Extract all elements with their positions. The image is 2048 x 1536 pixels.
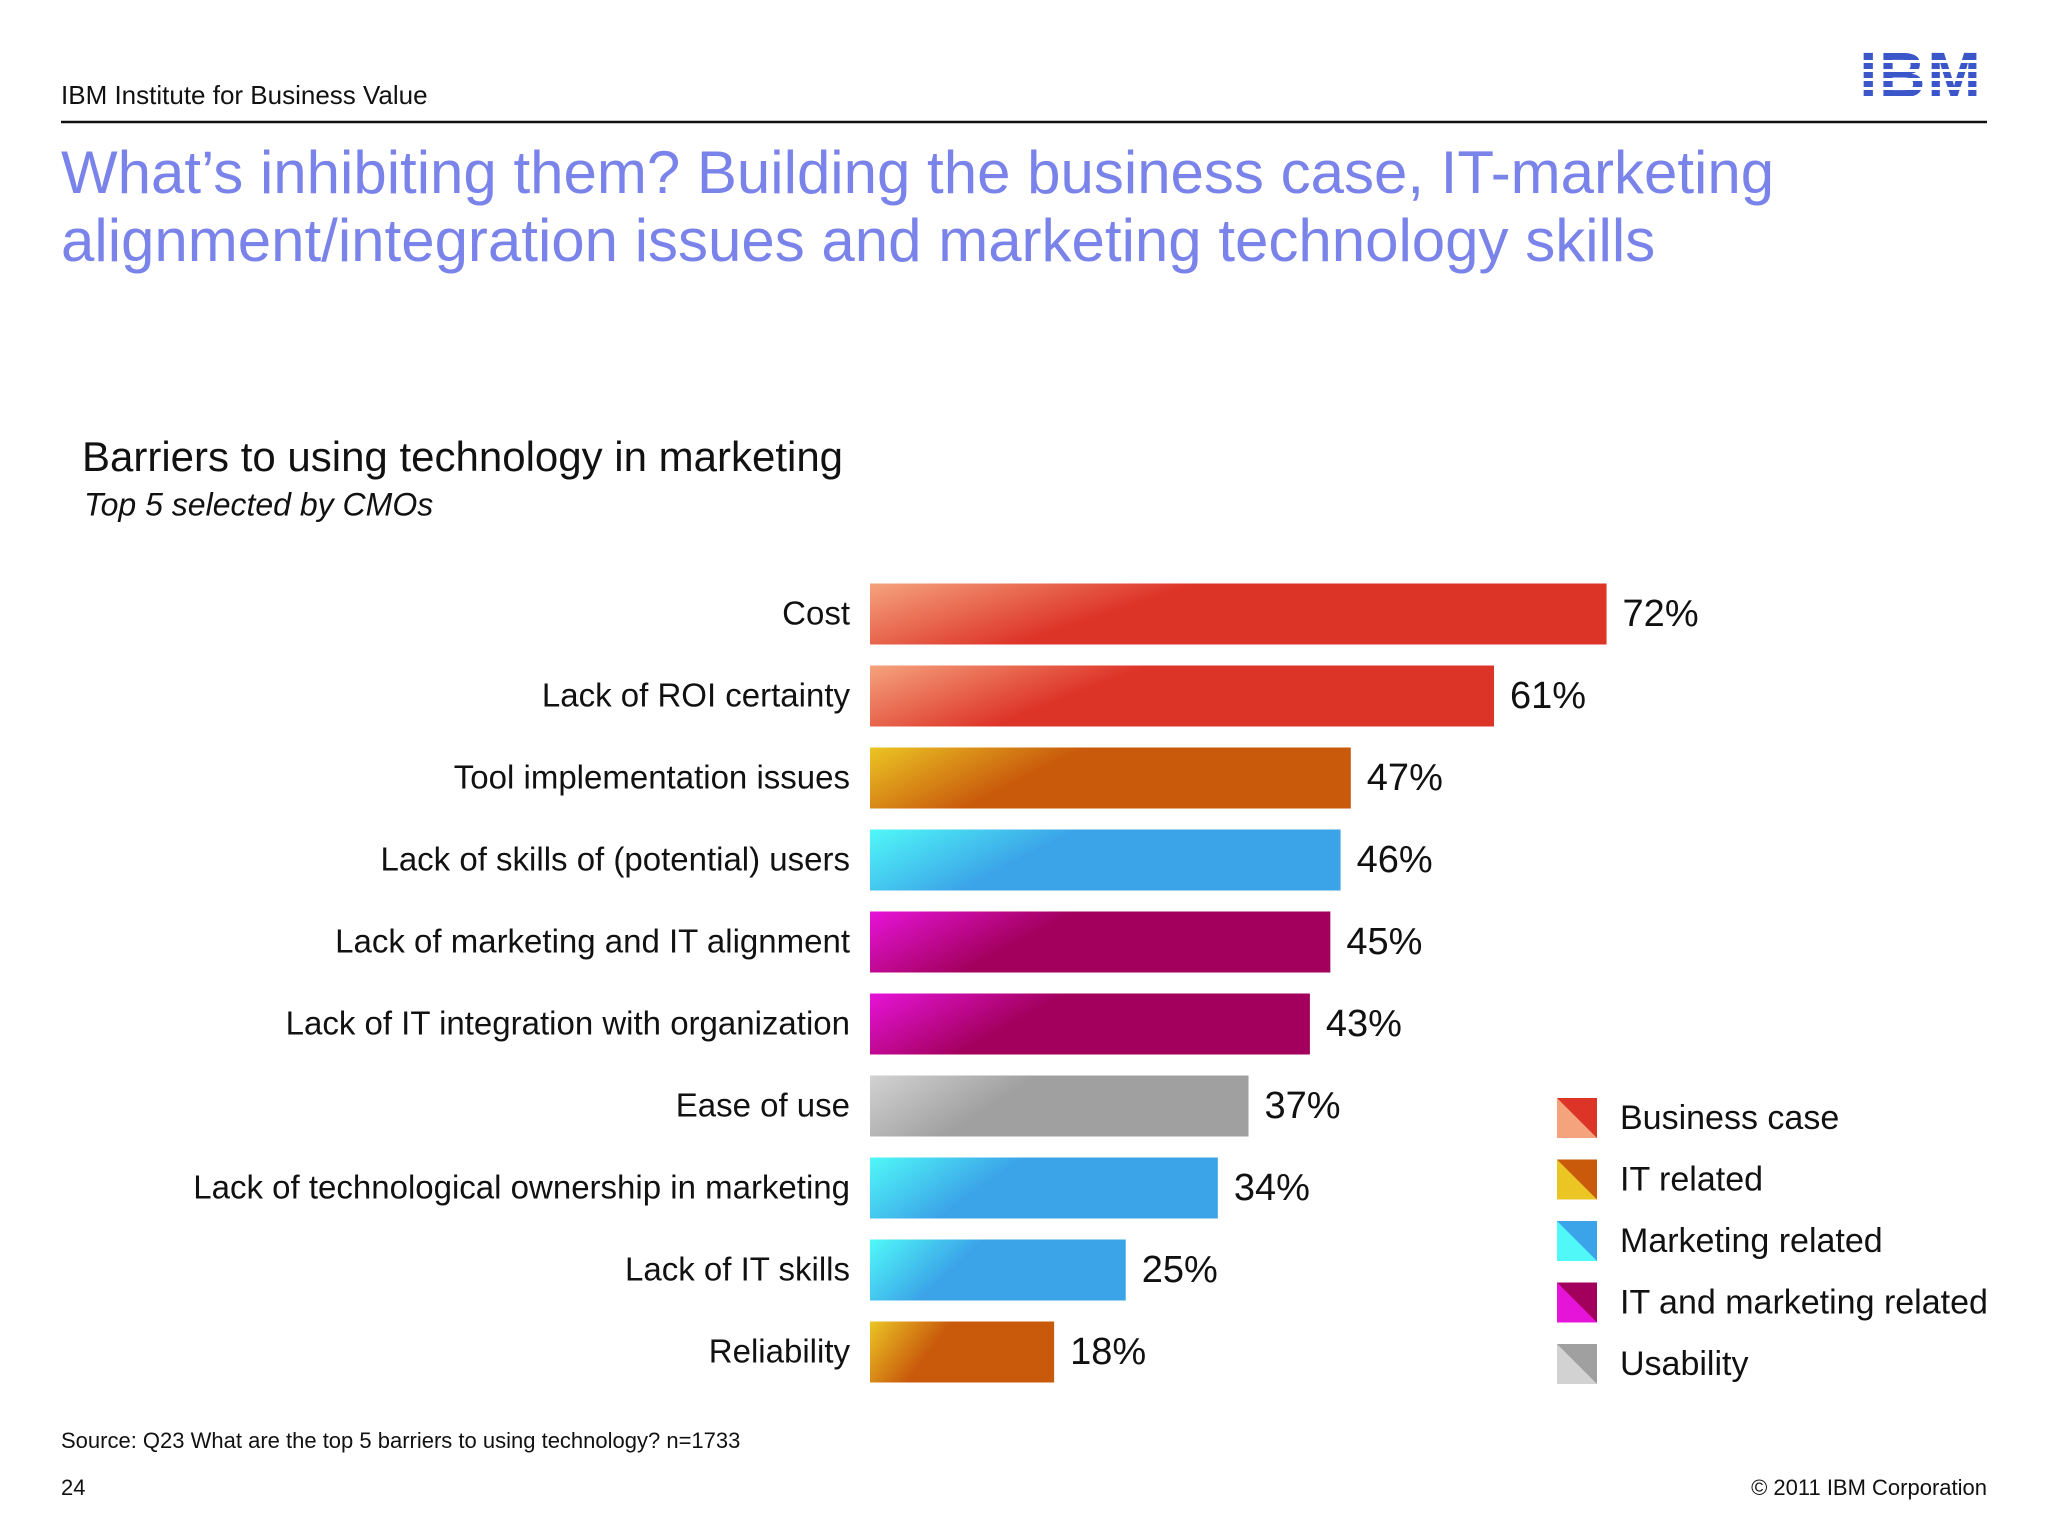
bar (870, 1075, 1249, 1137)
category-label: Cost (782, 595, 850, 632)
slide-title: alignment/integration issues and marketi… (61, 207, 1655, 274)
value-label: 61% (1510, 675, 1586, 717)
value-label: 18% (1070, 1331, 1146, 1373)
legend-label: Usability (1620, 1345, 1748, 1383)
copyright: © 2011 IBM Corporation (1751, 1475, 1987, 1500)
page-number: 24 (61, 1475, 85, 1500)
logo: IBM (1850, 39, 1990, 111)
bar (870, 911, 1331, 973)
logo-stripe (1850, 96, 1990, 99)
category-label: Lack of IT integration with organization (286, 1005, 850, 1042)
value-label: 34% (1234, 1167, 1310, 1209)
bar (870, 747, 1351, 809)
bar (870, 1321, 1055, 1383)
category-label: Reliability (709, 1333, 851, 1370)
value-label: 47% (1367, 757, 1443, 799)
category-label: Tool implementation issues (454, 759, 850, 796)
value-label: 43% (1326, 1003, 1402, 1045)
logo-stripe (1850, 60, 1990, 63)
category-label: Ease of use (676, 1087, 850, 1124)
value-label: 37% (1265, 1085, 1341, 1127)
legend-label: Marketing related (1620, 1222, 1883, 1260)
bar (870, 665, 1495, 727)
legend-label: IT related (1620, 1160, 1763, 1198)
chart-subtitle: Top 5 selected by CMOs (84, 486, 433, 522)
value-label: 25% (1142, 1249, 1218, 1291)
logo-stripe (1850, 78, 1990, 81)
logo-stripe (1850, 87, 1990, 90)
org-name: IBM Institute for Business Value (61, 80, 428, 110)
bar (870, 583, 1607, 645)
legend-swatch-light (1557, 1098, 1597, 1138)
category-label: Lack of marketing and IT alignment (335, 923, 850, 960)
chart-title: Barriers to using technology in marketin… (82, 433, 843, 480)
category-label: Lack of skills of (potential) users (380, 841, 850, 878)
value-label: 46% (1357, 839, 1433, 881)
category-label: Lack of technological ownership in marke… (193, 1169, 850, 1206)
legend-label: Business case (1620, 1099, 1839, 1137)
bar (870, 993, 1310, 1055)
value-label: 45% (1346, 921, 1422, 963)
legend-swatch-light (1557, 1159, 1597, 1200)
bar (870, 829, 1341, 891)
source-note: Source: Q23 What are the top 5 barriers … (61, 1428, 740, 1453)
slide-title: What’s inhibiting them? Building the bus… (61, 139, 1774, 206)
bar (870, 1239, 1126, 1301)
legend-label: IT and marketing related (1620, 1283, 1988, 1321)
legend-swatch-light (1557, 1221, 1597, 1261)
bar (870, 1157, 1218, 1219)
logo-stripe (1850, 69, 1990, 72)
legend-swatch-light (1557, 1344, 1597, 1384)
legend-swatch-light (1557, 1282, 1597, 1323)
category-label: Lack of IT skills (625, 1251, 850, 1288)
value-label: 72% (1623, 593, 1699, 635)
logo-text: IBM (1859, 39, 1982, 111)
category-label: Lack of ROI certainty (542, 677, 851, 714)
